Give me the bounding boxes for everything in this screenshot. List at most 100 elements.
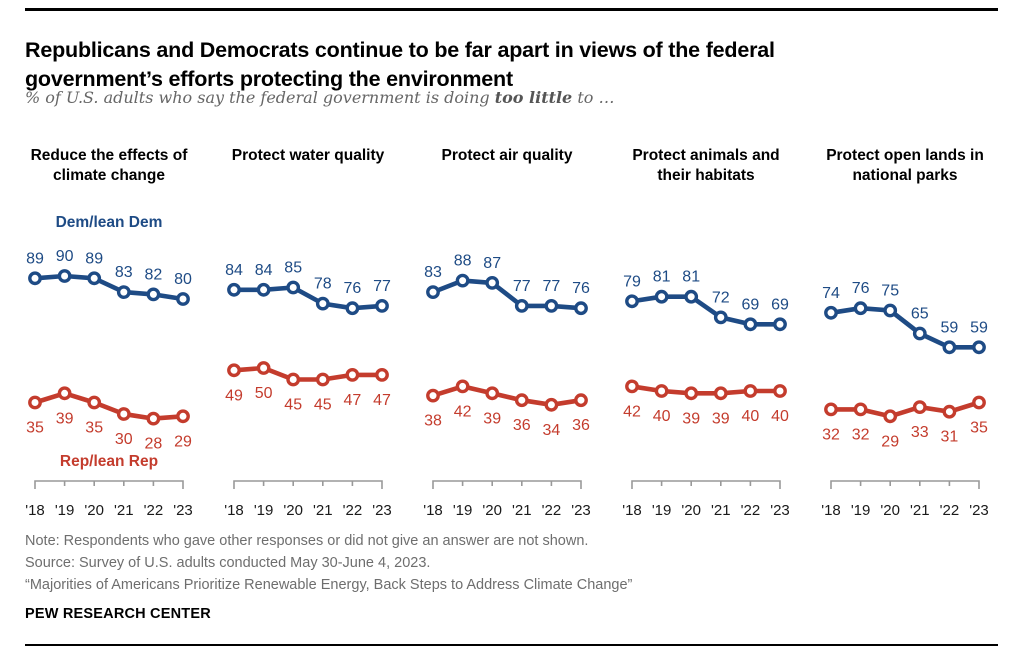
dem-value-label: 80 — [174, 271, 192, 288]
rep-line — [629, 384, 783, 396]
rep-value-label: 35 — [970, 420, 988, 437]
x-axis-bracket — [432, 480, 582, 489]
subtitle-bold: too little — [494, 88, 573, 107]
rep-value-label: 39 — [712, 410, 730, 427]
rep-value-label: 42 — [454, 403, 472, 420]
rep-point — [315, 372, 330, 387]
panel-title: Protect water quality — [231, 147, 385, 164]
rep-value-label: 34 — [543, 422, 561, 439]
dem-value-label: 65 — [911, 306, 929, 323]
rep-value-label: 49 — [225, 387, 243, 404]
dem-point — [315, 296, 330, 311]
x-axis-year-label: '18 — [25, 502, 45, 519]
rep-line — [430, 384, 584, 408]
note-text: Note: Respondents who gave other respons… — [25, 533, 589, 549]
dem-point — [942, 340, 957, 355]
dem-point — [743, 317, 758, 332]
x-axis-year-label: '23 — [969, 502, 989, 519]
dem-value-label: 85 — [284, 260, 302, 277]
dem-point — [625, 294, 639, 309]
rep-point — [87, 395, 102, 410]
rep-point — [654, 384, 669, 398]
panel-chart: 79 81 81 72 69 69 42 40 39 39 40 40 '18 '19 '20 '21 '22 '… — [622, 269, 790, 519]
x-axis-year-label: '18 — [622, 502, 642, 519]
x-axis-year-label: '19 — [453, 502, 473, 519]
rep-point — [574, 393, 588, 408]
page-title: Republicans and Democrats continue to be… — [25, 36, 985, 94]
x-axis-year-label: '21 — [711, 502, 731, 519]
dem-point — [824, 305, 838, 320]
rep-value-label: 29 — [174, 433, 192, 450]
x-axis-year-label: '21 — [512, 502, 532, 519]
chart-panel-4: Protect animals and their habitats 79 81 81… — [622, 138, 821, 530]
dem-value-label: 78 — [314, 276, 332, 293]
dem-value-label: 77 — [543, 278, 561, 295]
dem-point — [773, 317, 787, 332]
rep-point — [485, 386, 500, 401]
dem-point — [256, 282, 271, 297]
page-title-line-2: government’s efforts protecting the envi… — [25, 67, 513, 92]
rep-point — [57, 386, 72, 401]
x-axis-year-label: '21 — [114, 502, 134, 519]
rep-point — [713, 386, 728, 401]
rep-value-label: 36 — [572, 417, 590, 434]
rep-point — [286, 372, 301, 387]
rep-value-label: 36 — [513, 417, 531, 434]
dem-legend-label: Dem/lean Dem — [56, 214, 163, 231]
rep-point — [972, 395, 986, 410]
rep-value-label: 28 — [145, 436, 163, 453]
dem-value-label: 59 — [941, 319, 959, 336]
dem-point — [544, 299, 559, 313]
dem-value-label: 90 — [56, 248, 74, 265]
panel-chart: 89 90 89 83 82 80 35 39 35 30 28 29 Dem/lean Dem Rep/… — [25, 214, 193, 519]
x-axis-year-label: '21 — [313, 502, 333, 519]
rep-value-label: 47 — [373, 392, 391, 409]
dem-point — [455, 273, 470, 288]
dem-point — [654, 289, 669, 304]
dem-value-label: 84 — [225, 262, 243, 279]
rep-value-label: 35 — [26, 420, 44, 437]
dem-value-label: 76 — [344, 280, 362, 297]
rep-value-label: 32 — [852, 426, 870, 443]
x-axis-year-label: '22 — [940, 502, 960, 519]
bottom-divider — [25, 644, 998, 646]
rep-point — [544, 397, 559, 412]
x-axis-year-label: '23 — [372, 502, 392, 519]
rep-point — [514, 393, 529, 408]
rep-value-label: 50 — [255, 385, 273, 402]
dem-point — [345, 301, 360, 316]
source-text: Source: Survey of U.S. adults conducted … — [25, 555, 431, 571]
rep-point — [455, 379, 470, 394]
chart-panel-5: Protect open lands in national parks 74 76… — [821, 138, 1020, 530]
rep-point — [743, 384, 758, 398]
x-axis-bracket — [233, 480, 383, 489]
dem-value-label: 69 — [742, 296, 760, 313]
dem-value-label: 77 — [373, 278, 391, 295]
rep-value-label: 39 — [56, 410, 74, 427]
x-axis-year-label: '22 — [144, 502, 164, 519]
rep-point — [912, 400, 927, 415]
rep-value-label: 40 — [771, 408, 789, 425]
x-axis-year-label: '19 — [652, 502, 672, 519]
rep-point — [116, 407, 131, 421]
dem-value-label: 84 — [255, 262, 273, 279]
rep-line — [231, 365, 385, 382]
subtitle-suffix: to … — [572, 88, 615, 107]
rep-value-label: 31 — [941, 429, 959, 446]
dem-value-label: 88 — [454, 253, 472, 270]
pew-research-center-wordmark: PEW RESEARCH CENTER — [25, 606, 211, 622]
small-multiples-container: Reduce the effects of climate change 89 90… — [25, 138, 1020, 530]
panel-chart: 83 88 87 77 77 76 38 42 39 36 34 36 '18 '19 '20 '21 '22 '… — [423, 253, 591, 519]
dem-value-label: 89 — [85, 250, 103, 267]
rep-value-label: 40 — [653, 408, 671, 425]
rep-value-label: 32 — [822, 426, 840, 443]
panel-title: Reduce the effects of climate change — [30, 147, 188, 184]
rep-point — [853, 402, 868, 417]
dem-point — [684, 289, 699, 304]
dem-value-label: 76 — [852, 280, 870, 297]
dem-value-label: 75 — [881, 283, 899, 300]
dem-point — [883, 303, 898, 318]
rep-value-label: 40 — [742, 408, 760, 425]
dem-point — [426, 285, 440, 300]
x-axis-bracket — [631, 480, 781, 489]
